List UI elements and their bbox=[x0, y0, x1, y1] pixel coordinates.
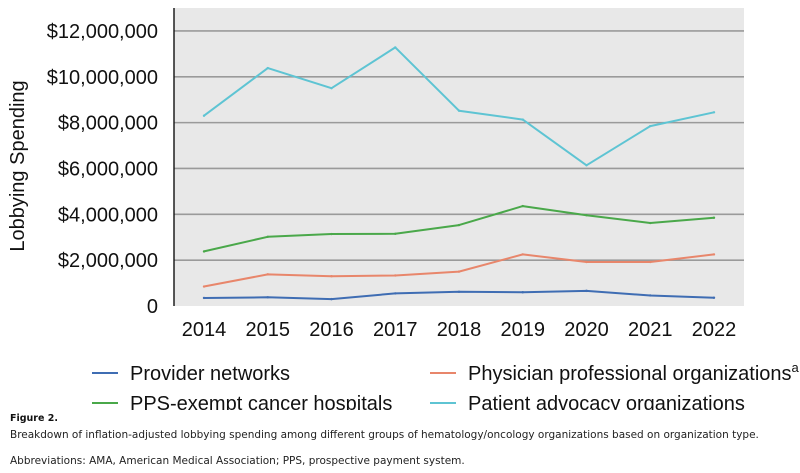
x-tick-label: 2017 bbox=[373, 319, 418, 341]
data-point bbox=[457, 290, 461, 293]
legend-label: PPS-exempt cancer hospitals bbox=[130, 393, 392, 410]
data-point bbox=[712, 111, 716, 114]
x-tick-label: 2022 bbox=[692, 319, 737, 341]
plot-area bbox=[174, 8, 744, 306]
y-tick-label: $6,000,000 bbox=[58, 158, 158, 180]
data-point bbox=[266, 273, 269, 276]
data-point bbox=[330, 87, 333, 90]
legend-item: PPS-exempt cancer hospitals bbox=[92, 393, 392, 410]
y-tick-label: 0 bbox=[147, 296, 158, 318]
legend-label: Physician professional organizationsa bbox=[468, 360, 800, 385]
data-point bbox=[394, 292, 397, 295]
y-tick-label: $2,000,000 bbox=[58, 250, 158, 272]
y-tick-label: $10,000,000 bbox=[47, 67, 158, 89]
data-point bbox=[585, 164, 588, 167]
data-point bbox=[521, 204, 524, 208]
data-point bbox=[330, 297, 333, 301]
legend-item: Patient advocacy organizations bbox=[430, 393, 745, 410]
data-point bbox=[712, 216, 716, 219]
data-point bbox=[712, 253, 716, 256]
series-lines bbox=[202, 46, 716, 301]
data-point bbox=[202, 250, 206, 253]
gridlines bbox=[174, 30, 744, 261]
y-axis-label: Lobbying Spending bbox=[7, 80, 29, 251]
y-tick-label: $8,000,000 bbox=[58, 113, 158, 135]
y-tick-label: $4,000,000 bbox=[58, 204, 158, 226]
legend-item: Provider networks bbox=[92, 363, 290, 385]
figure-abbreviations: Abbreviations: AMA, American Medical Ass… bbox=[10, 455, 465, 467]
data-point bbox=[585, 260, 588, 264]
x-tick-label: 2020 bbox=[564, 319, 609, 341]
data-point bbox=[330, 232, 333, 236]
x-tick-label: 2019 bbox=[501, 319, 546, 341]
legend-label: Provider networks bbox=[130, 363, 290, 385]
data-point bbox=[521, 253, 524, 256]
data-point bbox=[202, 114, 206, 117]
data-point bbox=[457, 109, 461, 112]
data-point bbox=[394, 274, 397, 277]
x-tick-label: 2021 bbox=[628, 319, 673, 341]
legend-label: Patient advocacy organizations bbox=[468, 393, 745, 410]
figure-caption: Breakdown of inflation-adjusted lobbying… bbox=[10, 429, 759, 441]
data-point bbox=[457, 270, 461, 273]
line-chart: 0 $2,000,000 $4,000,000 $6,000,000 $8,000,00… bbox=[7, 8, 800, 410]
data-point bbox=[266, 66, 269, 70]
x-tick-label: 2014 bbox=[182, 319, 227, 341]
data-point bbox=[202, 285, 206, 288]
x-tick-label: 2018 bbox=[437, 319, 482, 341]
legend: Provider networks Physician professional … bbox=[92, 360, 800, 410]
x-tick-label: 2015 bbox=[246, 319, 291, 341]
data-point bbox=[712, 296, 716, 299]
data-point bbox=[521, 291, 524, 294]
x-axis: 2014 2015 2016 2017 2018 2019 2020 2021 2022 bbox=[182, 319, 737, 341]
data-point bbox=[649, 260, 652, 264]
figure-label: Figure 2. bbox=[10, 413, 58, 424]
data-point bbox=[649, 124, 652, 128]
data-point bbox=[521, 118, 524, 121]
data-point bbox=[394, 232, 397, 235]
x-tick-label: 2016 bbox=[309, 319, 354, 341]
data-point bbox=[457, 223, 461, 227]
data-point bbox=[649, 294, 652, 297]
data-point bbox=[585, 214, 588, 217]
data-point bbox=[394, 46, 397, 49]
data-point bbox=[266, 296, 269, 299]
data-point bbox=[330, 275, 333, 278]
legend-item: Physician professional organizationsa bbox=[430, 360, 800, 385]
data-point bbox=[649, 221, 652, 225]
y-tick-label: $12,000,000 bbox=[47, 21, 158, 43]
data-point bbox=[266, 235, 269, 238]
data-point bbox=[202, 296, 206, 300]
y-axis: 0 $2,000,000 $4,000,000 $6,000,000 $8,000,00… bbox=[47, 8, 175, 318]
data-point bbox=[585, 289, 588, 293]
